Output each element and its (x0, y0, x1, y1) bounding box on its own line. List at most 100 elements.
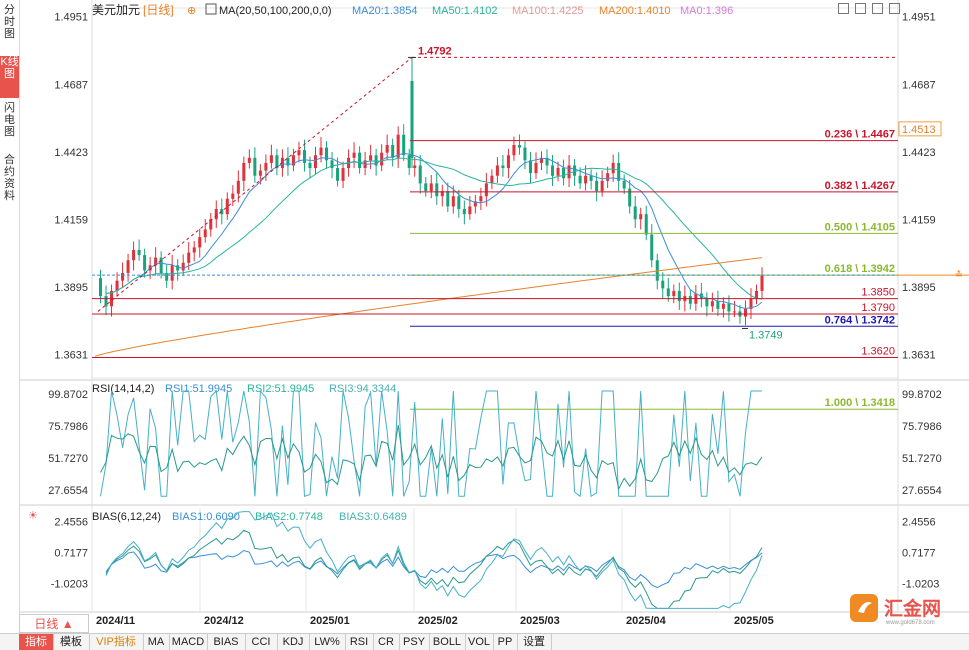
rsi1-line (100, 425, 763, 491)
support-label: 1.3850 (861, 287, 895, 299)
grid-icon[interactable] (872, 3, 883, 14)
candle (556, 168, 560, 176)
candle (374, 155, 378, 166)
candle (506, 155, 510, 169)
indicator-tab[interactable]: LW% (309, 634, 346, 650)
candle (137, 249, 141, 256)
indicator-tab[interactable]: 模板 (53, 634, 90, 650)
x-tick-label: 2025/03 (520, 615, 560, 627)
ma50-legend: MA50:1.4102 (432, 5, 497, 17)
rsi-title: RSI(14,14,2) (92, 383, 154, 395)
left-view-tabs: 分时图 K线图 闪电图 合约资料 (0, 0, 20, 633)
candle (187, 252, 191, 263)
candle (495, 165, 499, 176)
expand-icon[interactable] (855, 3, 866, 14)
indicator-tab-bar: 指标 模板 VIP指标 MA MACD BIAS CCI KDJ LW% RSI CR PSY BOLL… (0, 633, 969, 650)
candle (98, 278, 103, 297)
close-icon[interactable] (889, 3, 900, 14)
candle (203, 229, 207, 238)
bias-settings-icon: ☀ (28, 510, 38, 522)
tab-contract-info[interactable]: 合约资料 (4, 154, 15, 202)
indicator-tab[interactable]: VOL (465, 634, 494, 650)
right-price-tag: 1.4513 (902, 124, 936, 136)
crosshair-icon[interactable] (838, 3, 849, 14)
symbol-name: 美元加元 (92, 3, 140, 17)
fib-level-label: 0.236 \ 1.4467 (825, 129, 895, 141)
candle (115, 280, 119, 291)
right-price-box (898, 121, 942, 137)
indicator-tab[interactable]: MACD (169, 634, 208, 650)
tab-kline[interactable]: K线图 (0, 56, 19, 98)
candle (760, 275, 764, 291)
indicator-tab[interactable]: CR (373, 634, 400, 650)
candle (705, 298, 709, 307)
candle (743, 308, 747, 317)
x-tick-label: 2024/12 (204, 615, 244, 627)
price-chart-svg[interactable]: 美元加元 [日线] ⊕ MA(20,50,100,200,0,0) MA20:1.385… (0, 0, 969, 633)
candle-high (410, 80, 414, 158)
candle (595, 180, 599, 192)
candle (280, 157, 284, 169)
candle (181, 262, 185, 271)
candle (369, 155, 373, 161)
candle (231, 193, 235, 199)
fib-level-label: 0.500 \ 1.4105 (825, 221, 895, 233)
candle (677, 290, 681, 302)
candle (407, 155, 411, 169)
candle (352, 152, 356, 158)
candle (655, 260, 659, 281)
tab-flash-chart[interactable]: 闪电图 (4, 102, 15, 138)
fib-level-label: 1.000 \ 1.3418 (825, 397, 895, 409)
indicator-tab[interactable]: PP (493, 634, 518, 650)
candle (490, 175, 494, 184)
candle (159, 257, 163, 274)
candle (644, 214, 648, 235)
candle (512, 144, 516, 156)
tab-timeshare[interactable]: 分时图 (4, 4, 15, 40)
candle (754, 290, 759, 299)
y-tick-left: 1.4951 (54, 12, 88, 24)
candle (551, 165, 555, 176)
candle (479, 196, 483, 202)
candle (165, 273, 169, 281)
candle (253, 157, 257, 176)
rsi-y-tick-right: 75.7986 (902, 421, 942, 433)
rsi3-line (100, 389, 762, 498)
rsi1-legend: RSI1:51.9945 (165, 383, 232, 395)
indicator-tab[interactable]: RSI (345, 634, 374, 650)
candle (528, 160, 532, 174)
ma200-line (94, 257, 763, 357)
indicator-tab[interactable]: PSY (399, 634, 430, 650)
candle (666, 288, 670, 297)
y-tick-right: 1.3631 (902, 350, 936, 362)
y-tick-right: 1.3895 (902, 282, 936, 294)
candle (424, 183, 428, 192)
candle (413, 165, 417, 169)
gold678-logo: 汇金网 www.gold678.com (848, 591, 960, 627)
indicator-tab[interactable]: VIP指标 (89, 634, 144, 650)
candle (269, 155, 273, 163)
fib-level-label: 0.764 \ 1.3742 (825, 314, 895, 326)
candle (650, 234, 654, 261)
indicator-tab[interactable]: MA (143, 634, 170, 650)
candle (628, 188, 632, 207)
period-selector-button[interactable]: 日线 ▲ (19, 614, 89, 633)
indicator-tab[interactable]: BIAS (207, 634, 246, 650)
settings-icon: ⊕ (187, 5, 196, 17)
candle (435, 183, 439, 197)
indicator-tab[interactable]: KDJ (277, 634, 310, 650)
indicator-tab[interactable]: CCI (245, 634, 278, 650)
indicator-tab[interactable]: BOLL (429, 634, 466, 650)
rsi-y-tick-right: 99.8702 (902, 389, 942, 401)
ma200-legend: MA200:1.4010 (599, 5, 671, 17)
candle (308, 162, 312, 169)
fib-level-label: 0.618 \ 1.3942 (825, 263, 895, 275)
candle (622, 180, 626, 189)
candle (523, 147, 527, 161)
indicator-tab[interactable]: 指标 (19, 634, 54, 650)
indicator-tab[interactable]: 设置 (517, 634, 552, 650)
candle (198, 237, 202, 248)
candle (567, 165, 571, 179)
bias1-line (105, 549, 763, 589)
